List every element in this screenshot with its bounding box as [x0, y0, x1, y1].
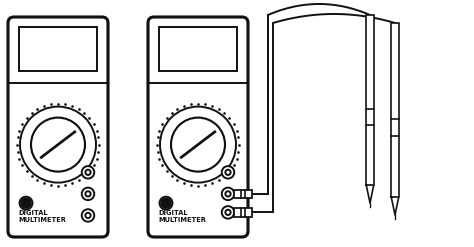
- Circle shape: [225, 210, 231, 215]
- Bar: [19, 27, 97, 71]
- Circle shape: [85, 191, 91, 197]
- Circle shape: [19, 197, 33, 210]
- Circle shape: [225, 191, 231, 197]
- Bar: [159, 27, 237, 71]
- Circle shape: [171, 118, 225, 172]
- FancyBboxPatch shape: [8, 17, 108, 237]
- Bar: [235, 208, 253, 217]
- Circle shape: [85, 170, 91, 175]
- Circle shape: [161, 198, 171, 208]
- Circle shape: [20, 107, 96, 183]
- Circle shape: [222, 166, 234, 179]
- Circle shape: [222, 206, 234, 219]
- Circle shape: [160, 107, 236, 183]
- Circle shape: [222, 188, 234, 200]
- Circle shape: [160, 197, 173, 210]
- Bar: [235, 189, 253, 198]
- Circle shape: [85, 213, 91, 218]
- Circle shape: [82, 209, 94, 222]
- Polygon shape: [366, 185, 374, 203]
- Circle shape: [225, 170, 231, 175]
- Polygon shape: [391, 197, 399, 215]
- FancyBboxPatch shape: [148, 17, 248, 237]
- Circle shape: [82, 188, 94, 200]
- Bar: [391, 23, 399, 197]
- Text: DIGITAL
MULTIMETER: DIGITAL MULTIMETER: [158, 210, 206, 223]
- Text: DIGITAL
MULTIMETER: DIGITAL MULTIMETER: [18, 210, 66, 223]
- Circle shape: [82, 166, 94, 179]
- Bar: [366, 15, 374, 185]
- Circle shape: [31, 118, 85, 172]
- Circle shape: [21, 198, 31, 208]
